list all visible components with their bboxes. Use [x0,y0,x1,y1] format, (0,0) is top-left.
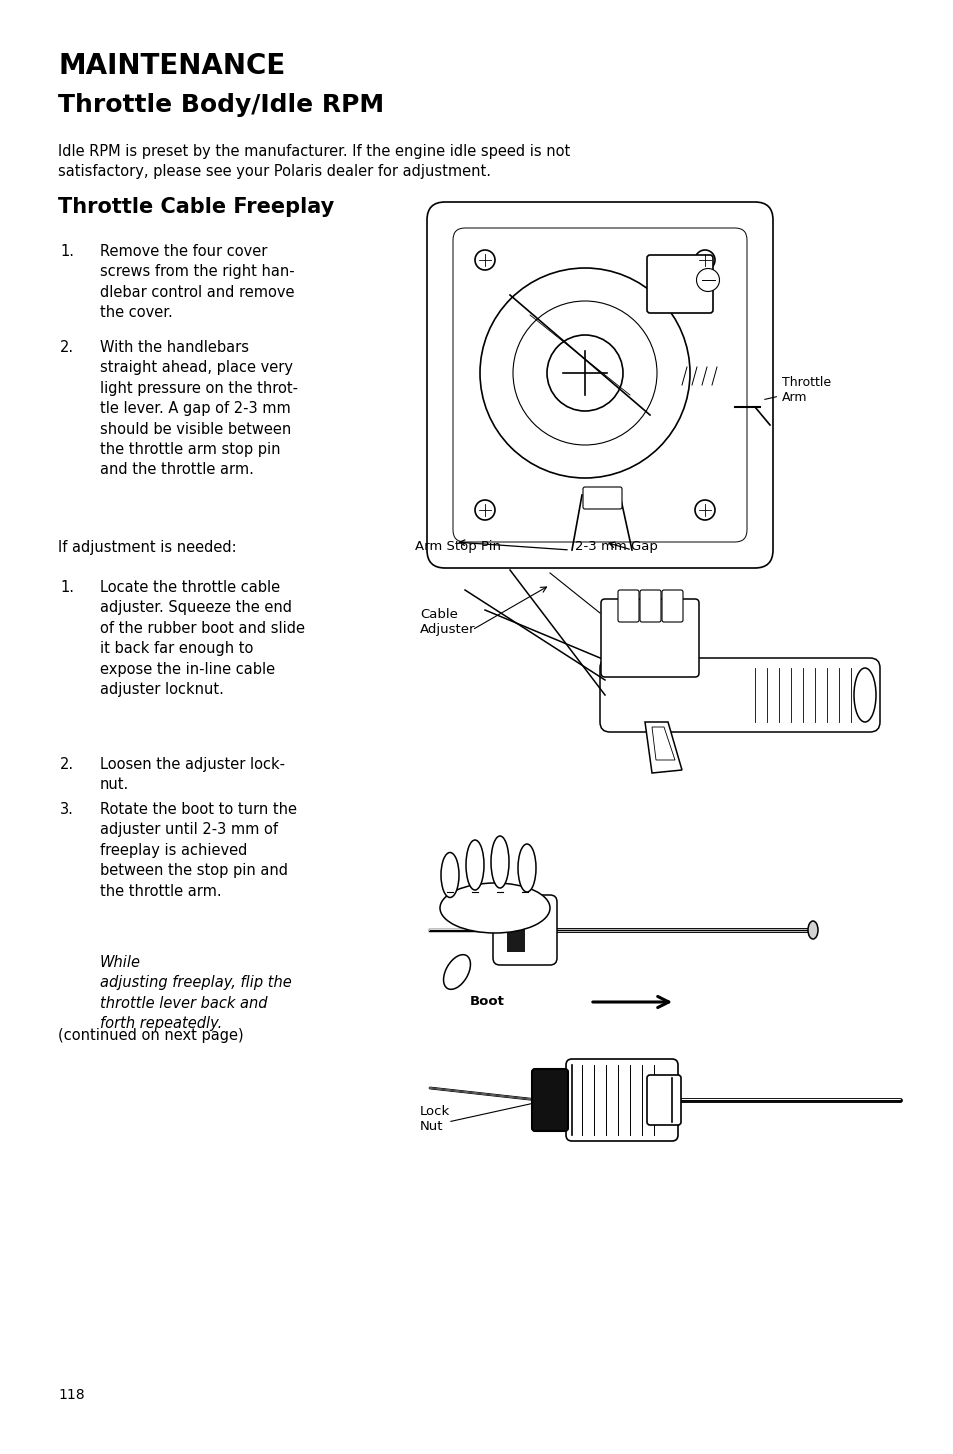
Circle shape [513,301,657,445]
Ellipse shape [491,836,509,888]
Text: MAINTENANCE: MAINTENANCE [58,52,285,80]
Ellipse shape [465,840,483,890]
FancyBboxPatch shape [646,254,712,313]
Polygon shape [644,723,681,774]
Text: Idle RPM is preset by the manufacturer. If the engine idle speed is not
satisfac: Idle RPM is preset by the manufacturer. … [58,144,570,179]
FancyBboxPatch shape [661,590,682,622]
Text: Rotate the boot to turn the
adjuster until 2-3 mm of
freeplay is achieved
betwee: Rotate the boot to turn the adjuster unt… [100,803,296,899]
Text: 1.: 1. [60,580,74,595]
Text: Remove the four cover
screws from the right han-
dlebar control and remove
the c: Remove the four cover screws from the ri… [100,244,294,320]
Text: Loosen the adjuster lock-
nut.: Loosen the adjuster lock- nut. [100,758,285,792]
Circle shape [696,269,719,291]
Text: 2.: 2. [60,758,74,772]
FancyBboxPatch shape [646,1075,680,1125]
Ellipse shape [440,852,458,897]
Circle shape [695,250,714,270]
Text: Boot: Boot [470,995,504,1008]
Circle shape [479,268,689,478]
FancyBboxPatch shape [427,202,772,569]
Text: Locate the throttle cable
adjuster. Squeeze the end
of the rubber boot and slide: Locate the throttle cable adjuster. Sque… [100,580,305,696]
Text: If adjustment is needed:: If adjustment is needed: [58,539,236,555]
Text: Arm Stop Pin: Arm Stop Pin [415,539,500,553]
FancyBboxPatch shape [453,228,746,542]
Text: 3.: 3. [60,803,73,817]
Text: Throttle Body/Idle RPM: Throttle Body/Idle RPM [58,93,384,116]
Circle shape [475,250,495,270]
Text: While
adjusting freeplay, flip the
throttle lever back and
forth repeatedly.: While adjusting freeplay, flip the throt… [100,955,292,1031]
FancyBboxPatch shape [618,590,639,622]
Ellipse shape [853,667,875,723]
Ellipse shape [807,920,817,939]
Ellipse shape [517,843,536,891]
Ellipse shape [443,955,470,989]
FancyBboxPatch shape [532,1069,567,1131]
Text: Cable
Adjuster: Cable Adjuster [419,608,475,635]
Text: 2.: 2. [60,340,74,355]
Text: (continued on next page): (continued on next page) [58,1028,243,1043]
Text: Adjuster: Adjuster [575,1105,630,1118]
Circle shape [546,334,622,411]
FancyBboxPatch shape [600,599,699,678]
FancyBboxPatch shape [565,1059,678,1141]
Polygon shape [651,727,675,760]
Text: 2-3 mm Gap: 2-3 mm Gap [575,539,658,553]
FancyBboxPatch shape [599,659,879,731]
Text: Throttle Cable Freeplay: Throttle Cable Freeplay [58,196,334,217]
Text: 118: 118 [58,1389,85,1402]
Text: 1.: 1. [60,244,74,259]
FancyBboxPatch shape [506,907,524,952]
Text: With the handlebars
straight ahead, place very
light pressure on the throt-
tle : With the handlebars straight ahead, plac… [100,340,297,477]
Text: Lock
Nut: Lock Nut [419,1105,450,1133]
Text: Throttle
Arm: Throttle Arm [764,377,830,404]
FancyBboxPatch shape [639,590,660,622]
Circle shape [695,500,714,521]
FancyBboxPatch shape [582,487,621,509]
FancyBboxPatch shape [493,896,557,965]
Ellipse shape [439,883,550,933]
Circle shape [475,500,495,521]
